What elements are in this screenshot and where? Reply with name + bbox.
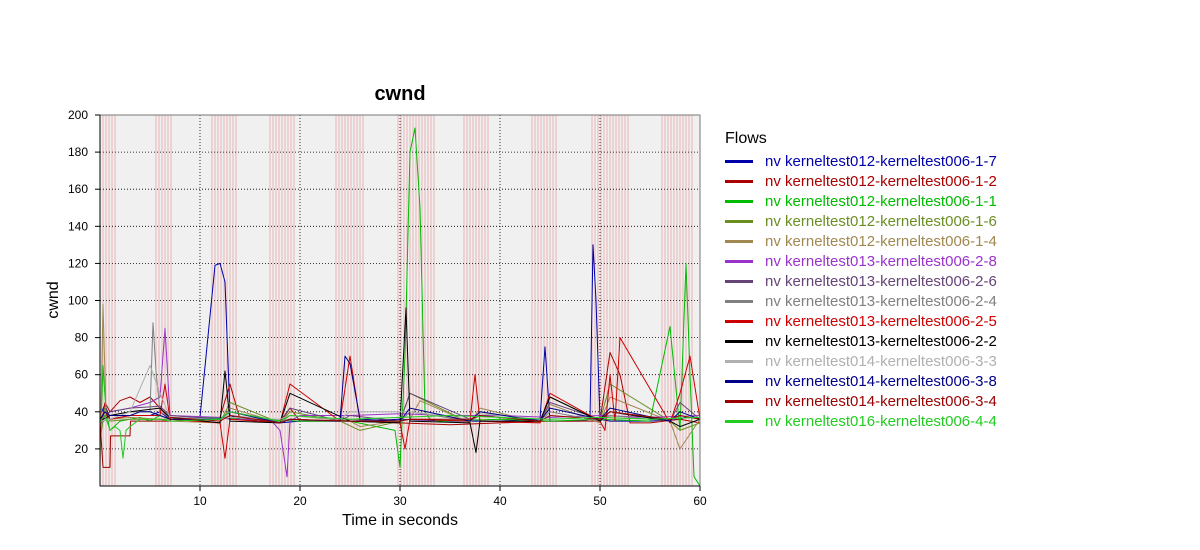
y-tick-label: 100 bbox=[68, 294, 88, 308]
legend-label: nv kerneltest013-kerneltest006-2-4 bbox=[765, 292, 997, 310]
x-tick-label: 20 bbox=[293, 494, 307, 508]
y-tick-label: 160 bbox=[68, 182, 88, 196]
legend-item: nv kerneltest012-kerneltest006-1-2 bbox=[725, 171, 997, 191]
legend-label: nv kerneltest016-kerneltest006-4-4 bbox=[765, 412, 997, 430]
legend-swatch bbox=[725, 239, 753, 243]
legend-label: nv kerneltest014-kerneltest006-3-8 bbox=[765, 372, 997, 390]
y-tick-label: 80 bbox=[75, 331, 89, 345]
y-tick-label: 40 bbox=[75, 405, 89, 419]
legend-item: nv kerneltest014-kerneltest006-3-3 bbox=[725, 351, 997, 371]
legend-item: nv kerneltest014-kerneltest006-3-4 bbox=[725, 391, 997, 411]
legend-label: nv kerneltest013-kerneltest006-2-8 bbox=[765, 252, 997, 270]
series-line-14 bbox=[99, 411, 701, 459]
legend-swatch bbox=[725, 279, 753, 283]
legend-swatch bbox=[725, 199, 753, 203]
y-axis-label: cwnd bbox=[45, 281, 62, 318]
legend-item: nv kerneltest014-kerneltest006-3-8 bbox=[725, 371, 997, 391]
series-line-9 bbox=[99, 337, 701, 459]
legend-items: nv kerneltest012-kerneltest006-1-7 nv ker… bbox=[725, 151, 997, 431]
legend-label: nv kerneltest014-kerneltest006-3-4 bbox=[765, 392, 997, 410]
series-layer bbox=[99, 127, 701, 487]
y-tick-label: 120 bbox=[68, 256, 88, 270]
legend-swatch bbox=[725, 359, 753, 363]
y-tick-label: 140 bbox=[68, 219, 88, 233]
grid-lines bbox=[100, 115, 700, 486]
legend-swatch bbox=[725, 339, 753, 343]
legend-label: nv kerneltest012-kerneltest006-1-6 bbox=[765, 212, 997, 230]
legend-item: nv kerneltest012-kerneltest006-1-4 bbox=[725, 231, 997, 251]
y-tick-label: 20 bbox=[75, 442, 89, 456]
legend-item: nv kerneltest013-kerneltest006-2-4 bbox=[725, 291, 997, 311]
tick-labels: 10 20 30 40 50 60 20 40 60 80 100 120 140 160 180 200 bbox=[68, 108, 707, 508]
legend-swatch bbox=[725, 319, 753, 323]
legend-item: nv kerneltest013-kerneltest006-2-6 bbox=[725, 271, 997, 291]
x-axis-label: Time in seconds bbox=[342, 512, 458, 529]
y-tick-label: 60 bbox=[75, 368, 89, 382]
legend-item: nv kerneltest012-kerneltest006-1-7 bbox=[725, 151, 997, 171]
x-tick-label: 60 bbox=[693, 494, 707, 508]
legend-title: Flows bbox=[725, 130, 767, 147]
series-line-6 bbox=[99, 327, 701, 478]
legend-swatch bbox=[725, 399, 753, 403]
legend-item: nv kerneltest012-kerneltest006-1-6 bbox=[725, 211, 997, 231]
legend-label: nv kerneltest012-kerneltest006-1-1 bbox=[765, 192, 997, 210]
series-line-3 bbox=[99, 127, 701, 487]
legend-item: nv kerneltest013-kerneltest006-2-8 bbox=[725, 251, 997, 271]
legend-label: nv kerneltest012-kerneltest006-1-4 bbox=[765, 232, 997, 250]
legend-item: nv kerneltest012-kerneltest006-1-1 bbox=[725, 191, 997, 211]
legend-label: nv kerneltest013-kerneltest006-2-6 bbox=[765, 272, 997, 290]
legend-item: nv kerneltest013-kerneltest006-2-5 bbox=[725, 311, 997, 331]
legend-item: nv kerneltest016-kerneltest006-4-4 bbox=[725, 411, 997, 431]
series-line-13 bbox=[99, 411, 701, 468]
x-tick-label: 50 bbox=[593, 494, 607, 508]
legend-swatch bbox=[725, 159, 753, 163]
legend-swatch bbox=[725, 379, 753, 383]
legend-swatch bbox=[725, 419, 753, 423]
legend-item: nv kerneltest013-kerneltest006-2-2 bbox=[725, 331, 997, 351]
legend-label: nv kerneltest012-kerneltest006-1-7 bbox=[765, 152, 997, 170]
x-tick-label: 40 bbox=[493, 494, 507, 508]
series-line-12 bbox=[99, 355, 701, 424]
series-line-10 bbox=[99, 307, 701, 454]
legend-swatch bbox=[725, 179, 753, 183]
chart-title: cwnd bbox=[374, 83, 425, 105]
y-tick-label: 180 bbox=[68, 145, 88, 159]
x-tick-label: 30 bbox=[393, 494, 407, 508]
legend-swatch bbox=[725, 219, 753, 223]
legend-swatch bbox=[725, 259, 753, 263]
legend-label: nv kerneltest012-kerneltest006-1-2 bbox=[765, 172, 997, 190]
legend-swatch bbox=[725, 299, 753, 303]
legend-label: nv kerneltest014-kerneltest006-3-3 bbox=[765, 352, 997, 370]
x-tick-label: 10 bbox=[193, 494, 207, 508]
legend: Flows nv kerneltest012-kerneltest006-1-7… bbox=[725, 130, 997, 431]
legend-label: nv kerneltest013-kerneltest006-2-5 bbox=[765, 312, 997, 330]
legend-label: nv kerneltest013-kerneltest006-2-2 bbox=[765, 332, 997, 350]
y-tick-label: 200 bbox=[68, 108, 88, 122]
